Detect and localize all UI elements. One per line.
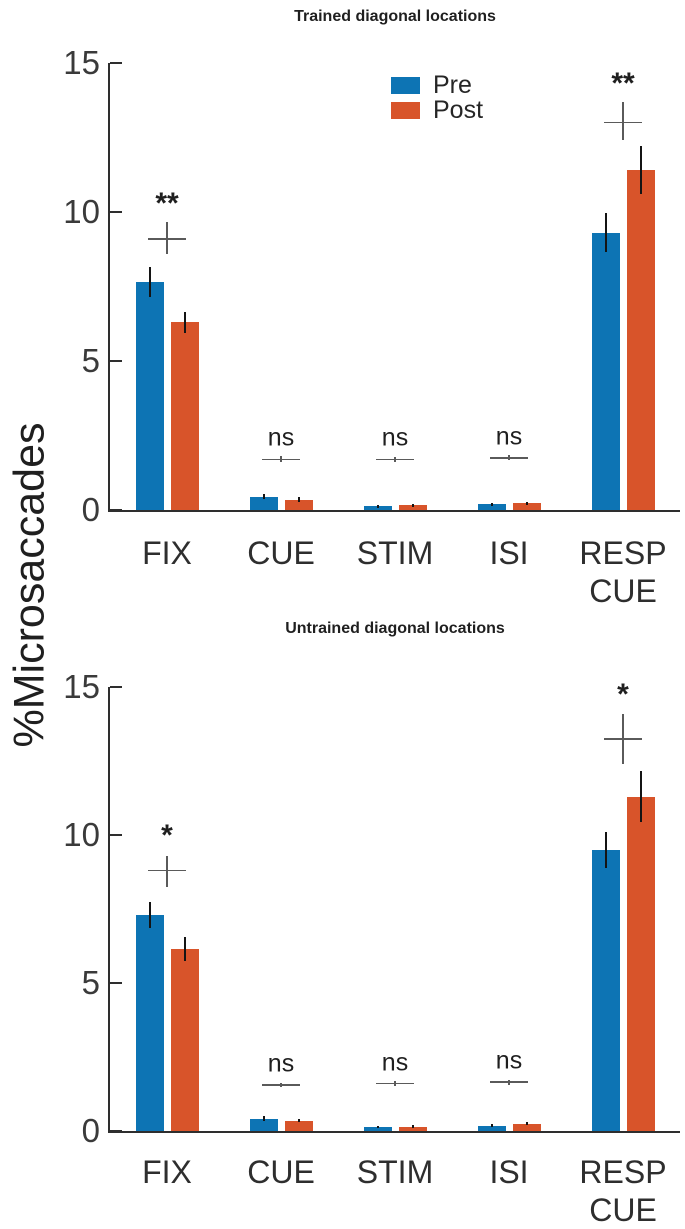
error-bar xyxy=(376,504,379,508)
plot-area-trained: 0 5 10 15 ** FIX ns CUE ns STIM ns ISI ** RESP CUE xyxy=(63,46,680,609)
diff-cross-vertical xyxy=(622,713,624,764)
error-bar xyxy=(490,502,493,506)
y-tick-label: 10 xyxy=(63,193,100,230)
x-tick-label: RESP CUE xyxy=(579,535,667,609)
diff-cross-vertical xyxy=(166,222,168,254)
error-bar xyxy=(525,1122,528,1126)
legend-label-pre: Pre xyxy=(433,70,472,99)
error-bar xyxy=(148,267,151,297)
significance-label: ns xyxy=(267,1049,295,1078)
chart-title-untrained: Untrained diagonal locations xyxy=(285,620,505,637)
bar-post xyxy=(626,796,655,1131)
error-bar xyxy=(604,832,607,868)
x-tick-label: RESP CUE xyxy=(579,1154,667,1228)
bar-pre xyxy=(591,849,620,1131)
x-tick-label: CUE xyxy=(247,1154,315,1190)
bar-post xyxy=(398,505,427,510)
bar-post xyxy=(626,170,655,510)
y-tick xyxy=(110,686,122,688)
bar-post xyxy=(170,948,199,1131)
diff-cross-vertical xyxy=(622,101,624,141)
bar-pre xyxy=(135,282,164,510)
legend-swatch-post xyxy=(391,101,420,119)
bar-post xyxy=(170,322,199,510)
x-tick-label: STIM xyxy=(356,1154,434,1190)
significance-label: ns xyxy=(381,1048,409,1077)
y-tick xyxy=(110,834,122,836)
bar-post xyxy=(512,503,541,510)
error-bar xyxy=(183,311,186,333)
y-tick-label: 15 xyxy=(63,44,100,81)
bar-pre xyxy=(363,506,392,510)
y-tick-label: 15 xyxy=(63,668,100,705)
legend: Pre Post xyxy=(391,71,483,124)
error-bar xyxy=(376,1125,379,1129)
x-tick-label: FIX xyxy=(142,1154,192,1190)
legend-swatch-pre xyxy=(391,76,420,94)
diff-cross-vertical xyxy=(394,1081,396,1086)
y-tick-label: 0 xyxy=(81,1112,100,1149)
y-tick xyxy=(110,211,122,213)
x-tick-label: STIM xyxy=(356,535,434,571)
y-tick-label: 5 xyxy=(81,964,100,1001)
diff-cross-vertical xyxy=(280,1082,282,1088)
error-bar xyxy=(604,213,607,253)
error-bar xyxy=(525,501,528,505)
significance-label: * xyxy=(617,678,629,712)
error-bar xyxy=(490,1124,493,1128)
diff-cross-vertical xyxy=(508,455,510,461)
error-bar xyxy=(262,494,265,499)
error-bar xyxy=(639,771,642,822)
y-tick xyxy=(110,360,122,362)
significance-label: * xyxy=(161,818,173,852)
significance-label: ns xyxy=(381,423,409,452)
plot-area-untrained: 0 5 10 15 * FIX ns CUE ns STIM ns ISI * RESP CUE xyxy=(63,670,680,1228)
x-tick-label: FIX xyxy=(142,535,192,571)
y-tick xyxy=(110,1130,122,1132)
bar-pre xyxy=(135,914,164,1131)
bar-pre xyxy=(591,232,620,510)
bar-post xyxy=(512,1123,541,1131)
significance-label: ns xyxy=(495,422,523,451)
legend-item-pre: Pre xyxy=(391,71,483,99)
significance-label: ** xyxy=(155,186,179,220)
diff-cross-vertical xyxy=(280,456,282,463)
bar-pre xyxy=(249,1118,278,1131)
error-bar xyxy=(148,901,151,929)
diff-cross-vertical xyxy=(394,456,396,462)
bar-post xyxy=(284,499,313,510)
bar-pre xyxy=(477,504,506,510)
diff-cross-vertical xyxy=(166,855,168,887)
y-tick xyxy=(110,62,122,64)
chart-title-trained: Trained diagonal locations xyxy=(294,8,496,25)
bar-post xyxy=(398,1126,427,1131)
y-tick-label: 5 xyxy=(81,342,100,379)
x-tick-label: CUE xyxy=(247,535,315,571)
y-tick xyxy=(110,982,122,984)
legend-item-post: Post xyxy=(391,96,483,124)
x-tick-label: ISI xyxy=(489,1154,529,1190)
bar-pre xyxy=(249,496,278,510)
diff-cross-vertical xyxy=(508,1079,510,1085)
error-bar xyxy=(262,1116,265,1121)
error-bar xyxy=(639,146,642,195)
error-bar xyxy=(297,497,300,502)
legend-label-post: Post xyxy=(433,95,484,124)
error-bar xyxy=(183,937,186,961)
bar-pre xyxy=(363,1127,392,1131)
y-tick xyxy=(110,509,122,511)
error-bar xyxy=(411,1125,414,1128)
significance-label: ns xyxy=(495,1046,523,1075)
bar-pre xyxy=(477,1125,506,1131)
y-tick-label: 0 xyxy=(81,491,100,528)
significance-label: ** xyxy=(611,67,635,101)
error-bar xyxy=(297,1118,300,1123)
bar-post xyxy=(284,1120,313,1131)
y-tick-label: 10 xyxy=(63,816,100,853)
error-bar xyxy=(411,503,414,507)
x-tick-label: ISI xyxy=(489,535,529,571)
significance-label: ns xyxy=(267,423,295,452)
